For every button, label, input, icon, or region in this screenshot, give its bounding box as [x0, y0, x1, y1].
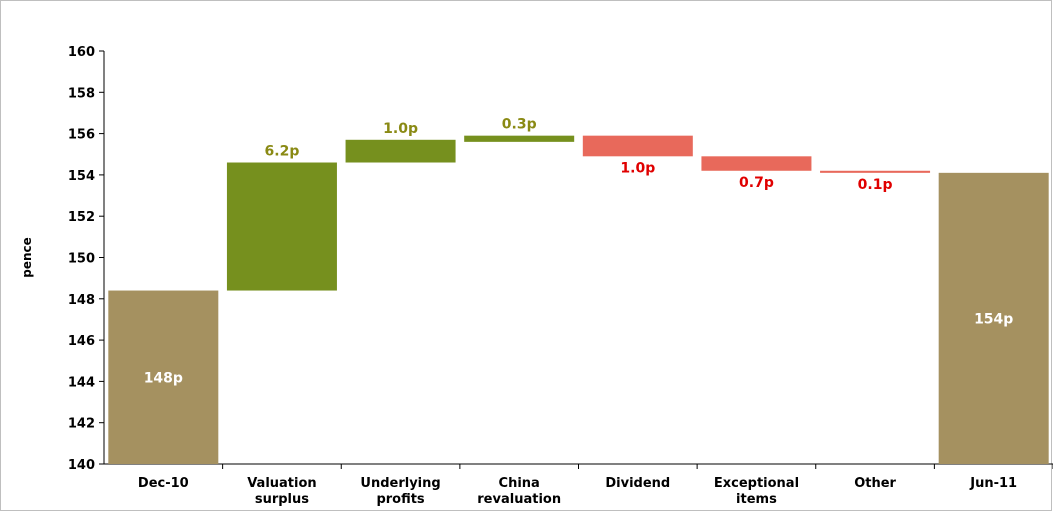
data-label: 148p	[144, 370, 183, 386]
y-tick-label: 146	[68, 334, 95, 349]
bar-decrease	[582, 135, 693, 157]
x-tick-label: China revaluation	[477, 476, 561, 507]
bar-increase	[464, 135, 575, 142]
y-tick-label: 158	[68, 86, 95, 101]
bar-increase	[345, 139, 456, 163]
data-label: 1.0p	[620, 160, 655, 176]
bar-decrease	[701, 156, 812, 171]
y-tick-label: 160	[68, 45, 95, 60]
x-tick-label: Valuation surplus	[247, 476, 316, 507]
bar-total	[938, 172, 1049, 464]
x-tick-label: Dec-10	[138, 476, 189, 491]
y-tick-label: 154	[68, 169, 95, 184]
y-tick-label: 148	[68, 293, 95, 308]
bar-decrease	[820, 170, 931, 173]
x-tick-label: Underlying profits	[360, 476, 440, 507]
y-tick-label: 144	[68, 375, 95, 390]
data-label: 154p	[974, 311, 1013, 327]
y-tick-label: 156	[68, 128, 95, 143]
data-label: 0.1p	[858, 177, 893, 193]
y-tick-label: 152	[68, 210, 95, 225]
y-tick-label: 150	[68, 252, 95, 267]
data-label: 0.3p	[502, 117, 537, 133]
bar-increase	[226, 162, 337, 291]
x-axis: Dec-10 Valuation surplus Underlying profits C…	[104, 463, 1053, 507]
y-tick-label: 142	[68, 417, 95, 432]
x-tick-label: Other	[854, 476, 896, 491]
data-labels: 148p 6.2p 1.0p 0.3p 1.0p 0.7p 0.1p 154p	[144, 117, 1014, 387]
x-tick-label: Exceptional items	[714, 476, 799, 507]
y-axis-title: pence	[20, 237, 34, 278]
x-tick-label: Dividend	[605, 476, 670, 491]
data-label: 1.0p	[383, 121, 418, 137]
data-label: 0.7p	[739, 175, 774, 191]
data-label: 6.2p	[265, 144, 300, 160]
y-axis: 140 142 144 146 148 150 152 154 156 158 160	[68, 45, 105, 473]
y-tick-label: 140	[68, 458, 95, 473]
bar-total	[108, 290, 219, 464]
x-tick-label: Jun-11	[969, 476, 1017, 491]
bars	[108, 135, 1049, 464]
